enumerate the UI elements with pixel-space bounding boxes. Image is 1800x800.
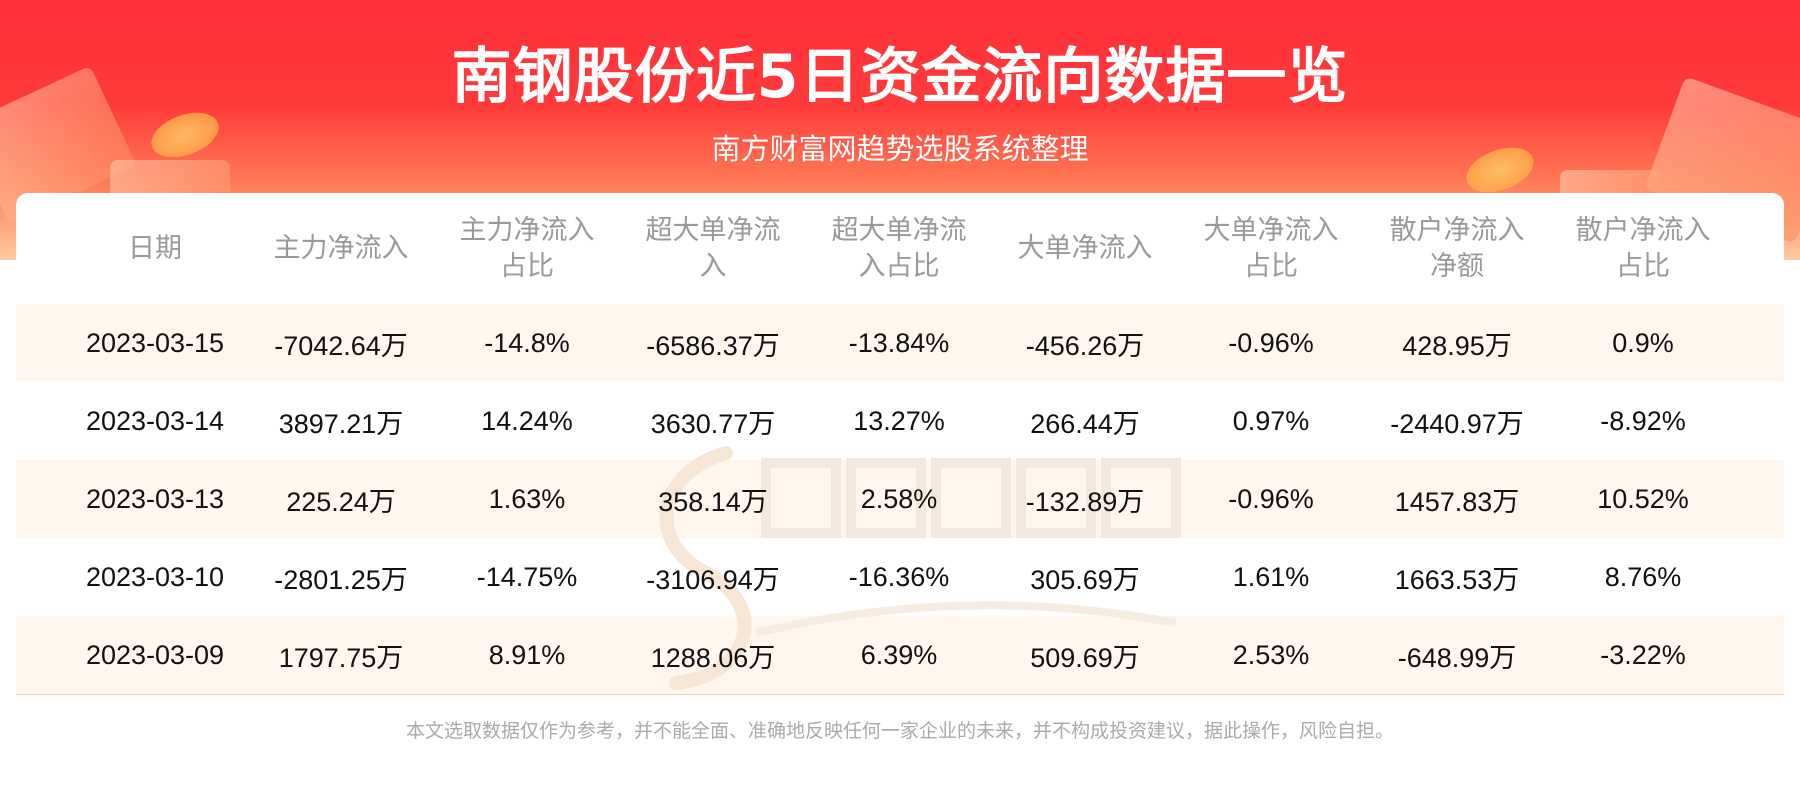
table-cell: 0.9% — [1612, 327, 1674, 358]
table-cell: -14.75% — [476, 561, 578, 592]
table-cell: 2.58% — [860, 483, 938, 514]
table-cell: 1288.06万 — [650, 642, 776, 673]
table-cell: 428.95万 — [1402, 330, 1512, 361]
table-cell: 1663.53万 — [1394, 564, 1520, 595]
table-cell: -0.96% — [1228, 327, 1314, 358]
table-cell: -6586.37万 — [646, 330, 780, 361]
column-header: 散户净流入 占比 — [1575, 214, 1711, 282]
column-header: 主力净流入 — [273, 232, 409, 264]
table-cell: -132.89万 — [1025, 486, 1145, 517]
table-cell: 10.52% — [1597, 483, 1689, 514]
table-row: 2023-03-13 225.24万 1.63% 358.14万 2.58% -132.8… — [62, 460, 1736, 538]
table-cell: 509.69万 — [1030, 642, 1140, 673]
table-cell: 13.27% — [853, 405, 945, 436]
table-cell: 6.39% — [860, 639, 938, 670]
table-cell: 8.91% — [488, 639, 566, 670]
table-cell: -2440.97万 — [1390, 408, 1524, 439]
disclaimer: 本文选取数据仅作为参考，并不能全面、准确地反映任何一家企业的未来，并不构成投资建… — [405, 720, 1394, 742]
table-cell: -8.92% — [1600, 405, 1686, 436]
page-title: 南钢股份近5日资金流向数据一览 — [451, 42, 1349, 112]
table-cell: 1.61% — [1232, 561, 1310, 592]
page-subtitle: 南方财富网趋势选股系统整理 — [711, 132, 1089, 166]
table-cell: -648.99万 — [1397, 642, 1517, 673]
table-cell: 2023-03-13 — [85, 483, 225, 514]
data-card: 日期 主力净流入 主力净流入 占比 超大单净流入超大单净流 入占比 大单净流入 大单净流入 占比… — [16, 193, 1784, 695]
table-row: 2023-03-10 -2801.25万 -14.75% -3106.94万 -16.3… — [62, 538, 1736, 616]
table-cell: -3106.94万 — [646, 564, 780, 595]
column-header: 大单净流入 — [1017, 232, 1153, 264]
table-cell: 2023-03-09 — [85, 639, 225, 670]
column-header: 超大单净流 入占比 — [831, 214, 967, 282]
table-row: 2023-03-09 1797.75万 8.91% 1288.06万 6.39% 509.… — [62, 616, 1736, 694]
table-cell: 1797.75万 — [278, 642, 404, 673]
table-cell: 8.76% — [1604, 561, 1682, 592]
table-cell: 2023-03-14 — [85, 405, 225, 436]
table-cell: 0.97% — [1232, 405, 1310, 436]
table-cell: 1.63% — [488, 483, 566, 514]
column-header: 日期 — [128, 232, 182, 264]
table-cell: -7042.64万 — [274, 330, 408, 361]
table-cell: -2801.25万 — [274, 564, 408, 595]
table-cell: -14.8% — [484, 327, 570, 358]
table-cell: 1457.83万 — [1394, 486, 1520, 517]
table-cell: 3897.21万 — [278, 408, 404, 439]
table-header-row: 日期 主力净流入 主力净流入 占比 超大单净流入超大单净流 入占比 大单净流入 大单净流入 占比… — [62, 193, 1736, 304]
row-shade — [16, 460, 1784, 538]
column-header: 超大单净流入 — [645, 214, 781, 282]
table-cell: 2.53% — [1232, 639, 1310, 670]
table-cell: 305.69万 — [1030, 564, 1140, 595]
table-cell: -13.84% — [848, 327, 950, 358]
column-header: 散户净流入 净额 — [1389, 214, 1525, 282]
table-cell: 2023-03-10 — [85, 561, 225, 592]
table-cell: 14.24% — [481, 405, 573, 436]
table-cell: -0.96% — [1228, 483, 1314, 514]
table-cell: -3.22% — [1600, 639, 1686, 670]
column-header: 主力净流入 占比 — [459, 214, 595, 282]
table-cell: 2023-03-15 — [85, 327, 225, 358]
watermark-logo — [659, 446, 1181, 690]
column-header: 大单净流入 占比 — [1203, 214, 1339, 282]
table-row: 2023-03-14 3897.21万 14.24% 3630.77万 13.27% 26… — [62, 382, 1736, 460]
table-cell: -456.26万 — [1025, 330, 1145, 361]
table-cell: 225.24万 — [286, 486, 396, 517]
table-cell: 358.14万 — [658, 486, 768, 517]
row-shade — [16, 304, 1784, 382]
table-cell: -16.36% — [848, 561, 950, 592]
table-cell: 266.44万 — [1030, 408, 1140, 439]
row-shade — [16, 616, 1784, 694]
table-row: 2023-03-15 -7042.64万 -14.8% -6586.37万 -13.84… — [62, 304, 1736, 382]
fund-flow-table: 日期 主力净流入 主力净流入 占比 超大单净流入超大单净流 入占比 大单净流入 大单净流入 占比… — [62, 193, 1736, 694]
table-cell: 3630.77万 — [650, 408, 776, 439]
